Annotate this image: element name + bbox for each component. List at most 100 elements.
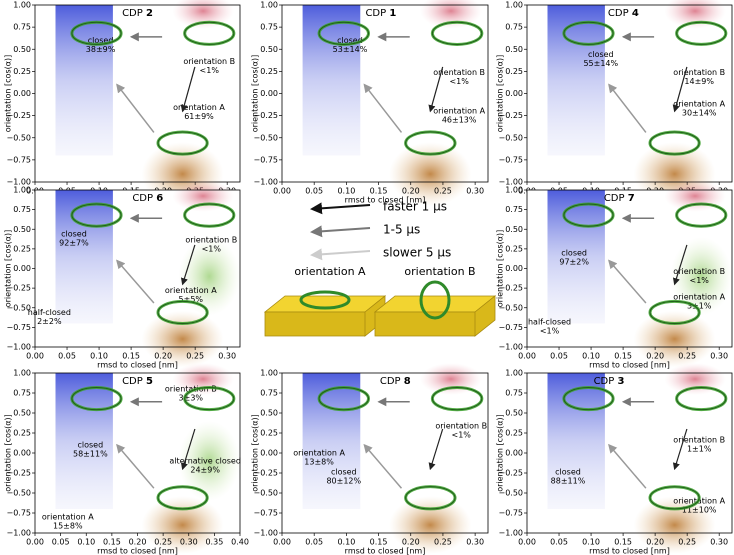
y-tick-label: −1.00 bbox=[6, 529, 31, 538]
state-share: 3±1% bbox=[687, 301, 712, 310]
state-share: <1% bbox=[540, 326, 560, 335]
x-tick-label: 0.15 bbox=[614, 538, 632, 547]
x-tick-label: 0.15 bbox=[370, 187, 388, 196]
panel: 0.00 0.05 0.10 0.15 0.20 0.25 0.30 0.35 0.40 −1.0… bbox=[4, 363, 249, 555]
molecule-core bbox=[431, 21, 483, 45]
y-tick-label: 0.75 bbox=[505, 205, 523, 214]
density-closed bbox=[55, 190, 113, 324]
molecule-core bbox=[71, 387, 122, 411]
panel-title: CDP 1 bbox=[365, 8, 396, 19]
state-share: 2±2% bbox=[37, 317, 62, 326]
x-tick-label: 0.00 bbox=[518, 538, 536, 547]
molecule-core bbox=[649, 131, 700, 155]
y-tick-label: 1.00 bbox=[505, 369, 523, 378]
state-name: orientation B bbox=[433, 68, 485, 77]
y-tick-label: 0.50 bbox=[13, 409, 31, 418]
transition-arrow bbox=[116, 259, 155, 304]
density-closed bbox=[547, 190, 605, 324]
y-tick-label: 0.00 bbox=[13, 449, 31, 458]
state-name: orientation A bbox=[165, 286, 217, 295]
x-tick-label: 0.25 bbox=[434, 187, 452, 196]
x-tick-label: 0.25 bbox=[678, 538, 696, 547]
density-extra bbox=[178, 421, 240, 501]
molecule-core bbox=[563, 21, 614, 45]
molecule-core bbox=[157, 300, 208, 325]
state-name: orientation A bbox=[673, 100, 725, 109]
state-name: orientation A bbox=[433, 107, 485, 116]
state-name: orientation A bbox=[173, 103, 225, 112]
state-name: orientation B bbox=[673, 267, 725, 276]
molecule-core bbox=[157, 131, 208, 155]
x-tick-label: 0.05 bbox=[550, 352, 568, 361]
panel-title-text: CDP bbox=[365, 8, 386, 19]
state-share: 5±5% bbox=[179, 295, 204, 304]
panel: 0.00 0.05 0.10 0.15 0.20 0.25 0.30 −1.00 −0.75 −0… bbox=[496, 363, 733, 555]
state-name: orientation B bbox=[183, 57, 235, 66]
y-tick-label: −1.00 bbox=[6, 343, 31, 352]
x-tick-label: 0.15 bbox=[614, 352, 632, 361]
density-orientation-a bbox=[633, 310, 716, 368]
panel-title: CDP 5 bbox=[122, 376, 153, 387]
x-tick-label: 0.25 bbox=[154, 538, 172, 547]
x-tick-label: 0.00 bbox=[518, 352, 536, 361]
state-share: <1% bbox=[449, 77, 469, 86]
y-axis-label: orientation [cos(α)] bbox=[496, 230, 505, 308]
y-tick-label: 0.50 bbox=[13, 45, 31, 54]
state-share: <1% bbox=[202, 245, 222, 254]
y-tick-label: 0.25 bbox=[505, 67, 523, 76]
panel-title-number: 1 bbox=[389, 8, 396, 19]
state-name: alternative closed bbox=[169, 457, 241, 466]
y-axis-label: orientation [cos(α)] bbox=[496, 55, 505, 133]
state-share: 55±14% bbox=[583, 59, 618, 68]
y-tick-label: 0.75 bbox=[260, 389, 278, 398]
y-tick-label: 0.25 bbox=[13, 67, 31, 76]
state-share: <1% bbox=[452, 430, 472, 439]
y-tick-label: −1.00 bbox=[253, 529, 278, 538]
state-name: closed bbox=[61, 229, 87, 238]
y-tick-label: 0.00 bbox=[260, 449, 278, 458]
state-name: closed bbox=[331, 468, 357, 477]
y-tick-label: −0.25 bbox=[498, 284, 523, 293]
x-axis-label: rmsd to closed [nm] bbox=[589, 361, 670, 370]
y-tick-label: 0.25 bbox=[505, 244, 523, 253]
molecule-core bbox=[184, 387, 235, 411]
panel-title-number: 5 bbox=[146, 376, 153, 387]
molecule-core bbox=[431, 386, 483, 411]
y-tick-label: −0.75 bbox=[253, 509, 278, 518]
y-tick-label: 0.25 bbox=[260, 429, 278, 438]
x-tick-label: 0.05 bbox=[305, 538, 323, 547]
x-tick-label: 0.10 bbox=[77, 538, 95, 547]
y-tick-label: −0.75 bbox=[498, 509, 523, 518]
orientation-label: orientation A bbox=[294, 265, 366, 278]
state-name: half-closed bbox=[28, 308, 71, 317]
y-tick-label: 1.00 bbox=[260, 369, 278, 378]
x-tick-label: 0.10 bbox=[90, 352, 108, 361]
panel-title-text: CDP bbox=[132, 193, 153, 204]
state-name: half-closed bbox=[528, 317, 571, 326]
state-name: orientation B bbox=[165, 385, 217, 394]
panel-title: CDP 4 bbox=[608, 8, 639, 19]
density-orientation-a bbox=[633, 496, 716, 554]
legend-arrow bbox=[310, 202, 371, 215]
state-share: 38±9% bbox=[86, 45, 116, 54]
y-tick-label: −0.50 bbox=[498, 489, 523, 498]
transition-arrow bbox=[428, 428, 444, 471]
state-share: 1±1% bbox=[687, 445, 712, 454]
y-tick-label: −0.25 bbox=[6, 111, 31, 120]
state-name: orientation A bbox=[42, 513, 94, 522]
state-share: 14±9% bbox=[684, 77, 714, 86]
molecule-core bbox=[157, 486, 208, 510]
y-axis-label: orientation [cos(α)] bbox=[251, 55, 260, 133]
y-tick-label: 1.00 bbox=[13, 369, 31, 378]
panel-title-text: CDP bbox=[604, 193, 625, 204]
state-share: 61±9% bbox=[184, 112, 214, 121]
state-name: orientation B bbox=[673, 68, 725, 77]
y-tick-label: −0.25 bbox=[498, 111, 523, 120]
panel-title: CDP 7 bbox=[604, 193, 635, 204]
x-tick-label: 0.30 bbox=[710, 352, 728, 361]
y-tick-label: 0.50 bbox=[260, 409, 278, 418]
molecule-core bbox=[649, 486, 700, 510]
y-tick-label: −0.50 bbox=[498, 133, 523, 142]
transition-arrow bbox=[672, 66, 688, 113]
